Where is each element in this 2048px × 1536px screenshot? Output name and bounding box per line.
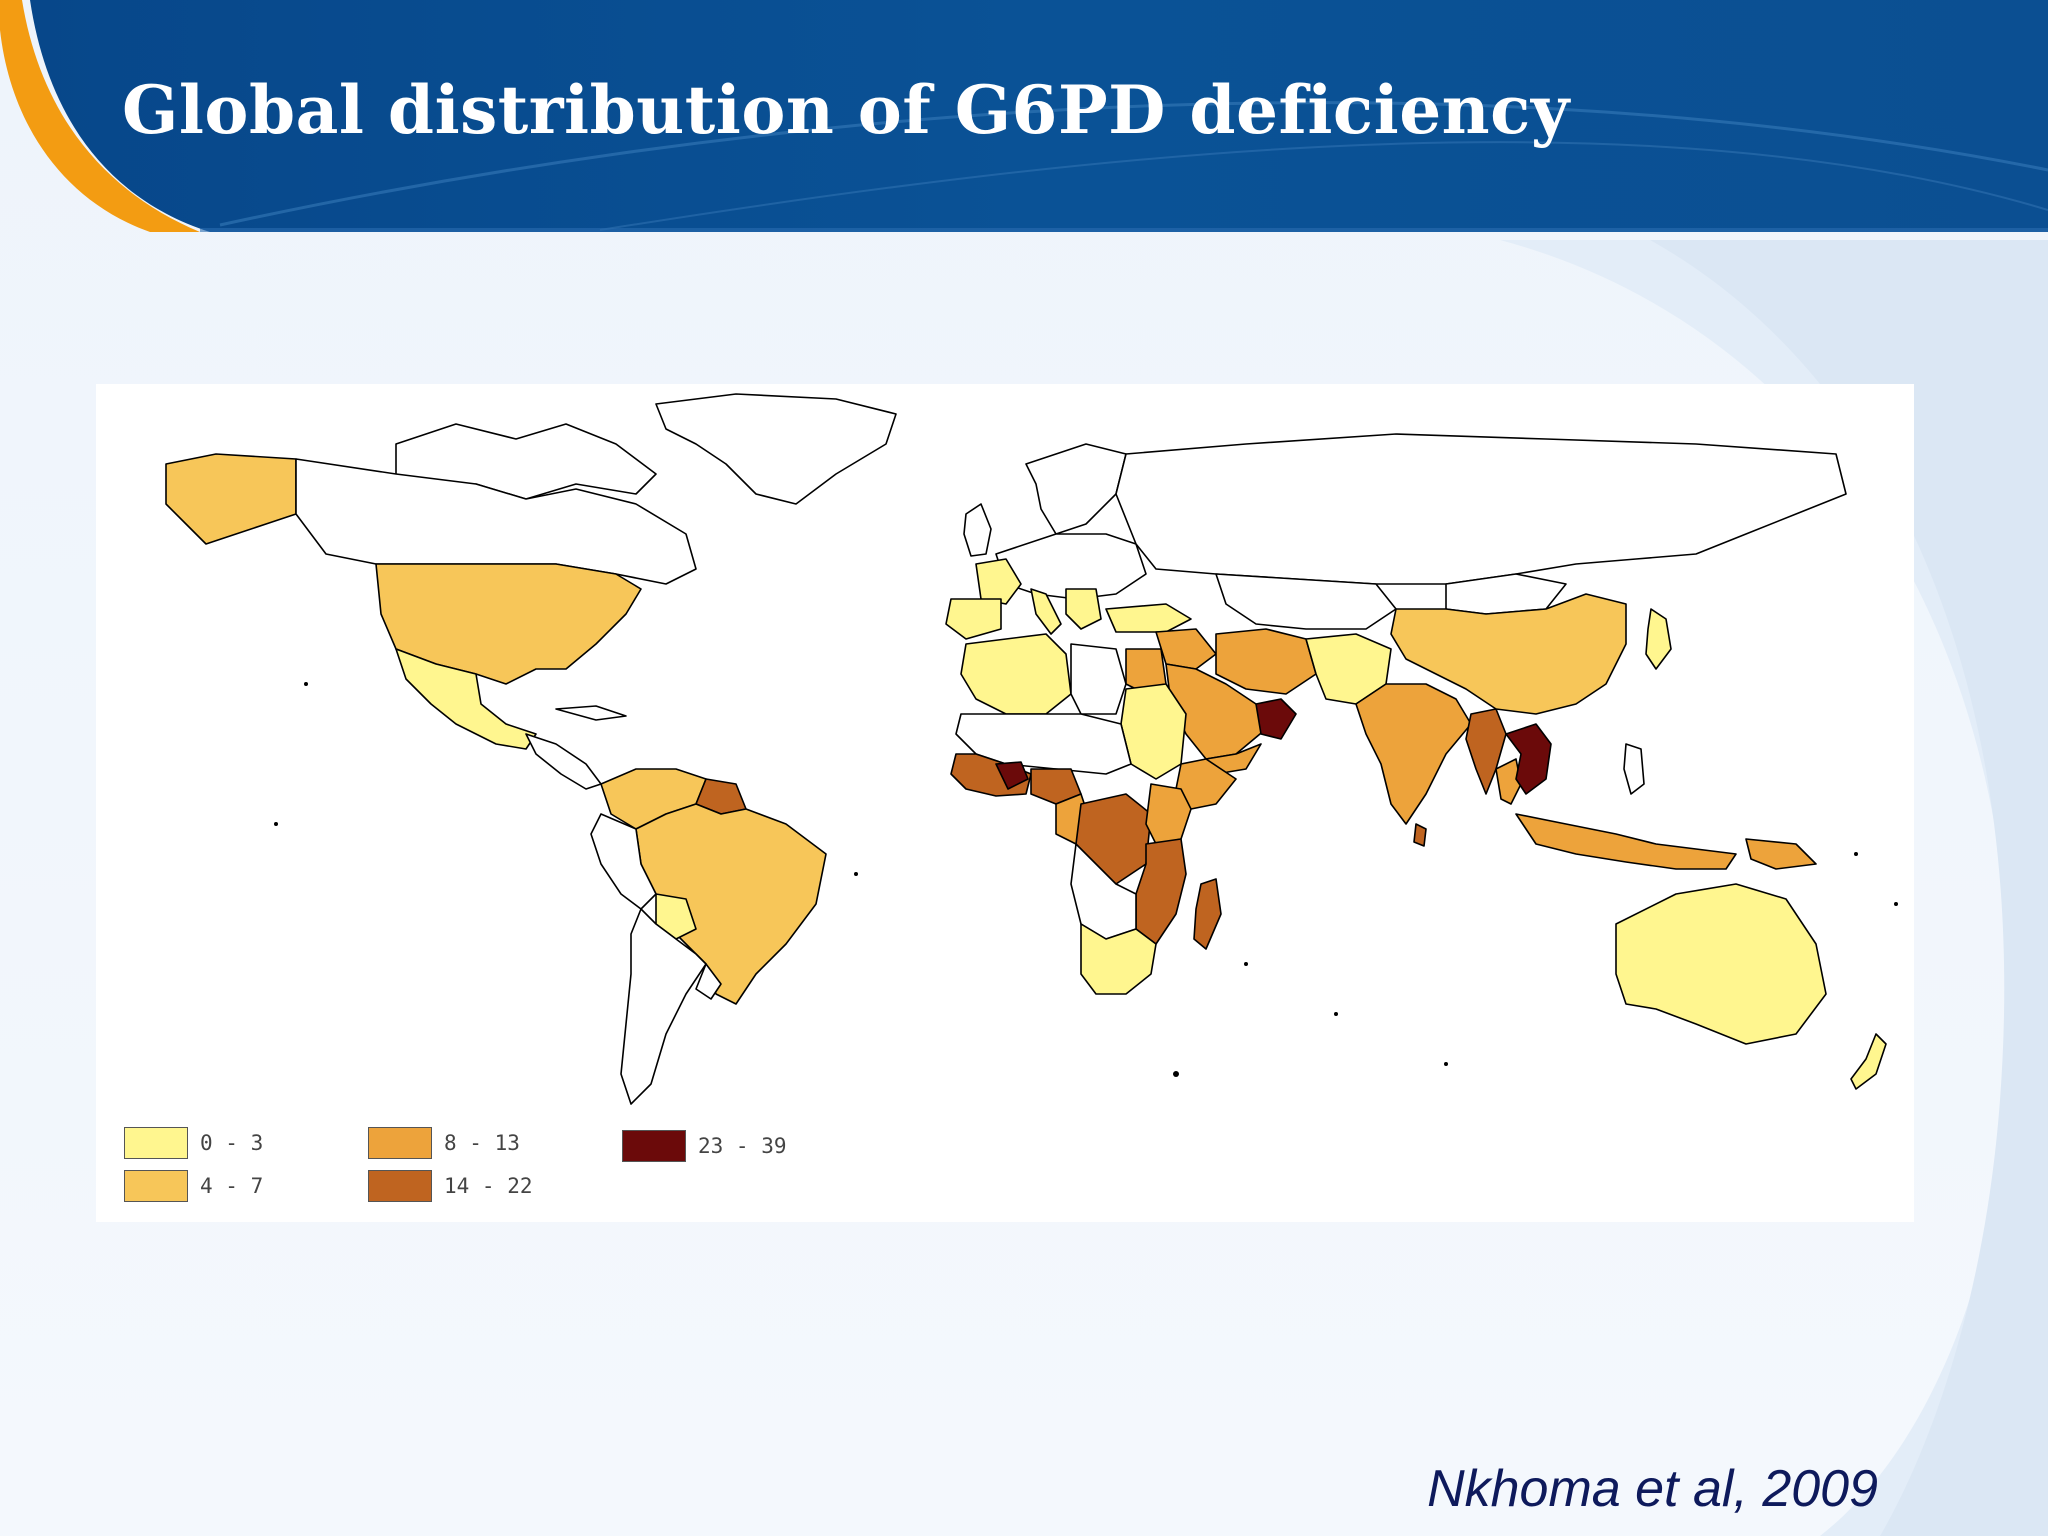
australia	[1615, 883, 1827, 1045]
slide-title: Global distribution of G6PD deficiency	[122, 71, 1570, 149]
alaska	[165, 453, 297, 545]
world-map	[165, 393, 1898, 1105]
greenland	[655, 393, 897, 505]
libya	[1070, 643, 1127, 715]
thailand	[1495, 758, 1522, 805]
southern-africa	[1080, 923, 1157, 995]
sri-lanka	[1413, 823, 1427, 847]
iran	[1215, 628, 1317, 695]
russia	[1115, 433, 1847, 585]
scandinavia	[1025, 443, 1127, 535]
citation: Nkhoma et al, 2009	[1427, 1460, 1878, 1518]
balkans	[1065, 588, 1102, 630]
bolivia	[655, 893, 697, 940]
uk	[963, 503, 992, 557]
ghana	[995, 761, 1029, 790]
india	[1355, 683, 1472, 825]
iberia	[945, 598, 1002, 640]
morocco-algeria	[960, 633, 1072, 715]
indonesia	[1515, 813, 1737, 870]
france	[975, 558, 1022, 605]
egypt	[1125, 648, 1167, 690]
iraq-syria	[1155, 628, 1217, 670]
canada	[295, 458, 697, 585]
turkey	[1105, 603, 1192, 633]
central-america	[525, 733, 602, 790]
uruguay	[695, 963, 722, 1000]
cuba	[555, 705, 627, 721]
italy	[1030, 588, 1062, 635]
header-band	[0, 0, 2048, 232]
philippines	[1623, 743, 1645, 795]
world-map-figure: 0 - 3 4 - 7 8 - 13 14 - 22 23 - 39	[96, 384, 1914, 1222]
new-zealand	[1850, 1033, 1887, 1090]
myanmar	[1465, 708, 1507, 795]
oman	[1255, 698, 1297, 740]
argentina-chile	[620, 908, 707, 1105]
europe-central	[995, 533, 1147, 600]
sahel	[955, 713, 1132, 775]
china	[1390, 593, 1627, 715]
kazakhstan	[1215, 573, 1397, 630]
vietnam-cambodia	[1505, 723, 1552, 795]
papua-new-guinea	[1745, 838, 1817, 870]
madagascar	[1193, 878, 1222, 950]
japan	[1645, 608, 1672, 670]
